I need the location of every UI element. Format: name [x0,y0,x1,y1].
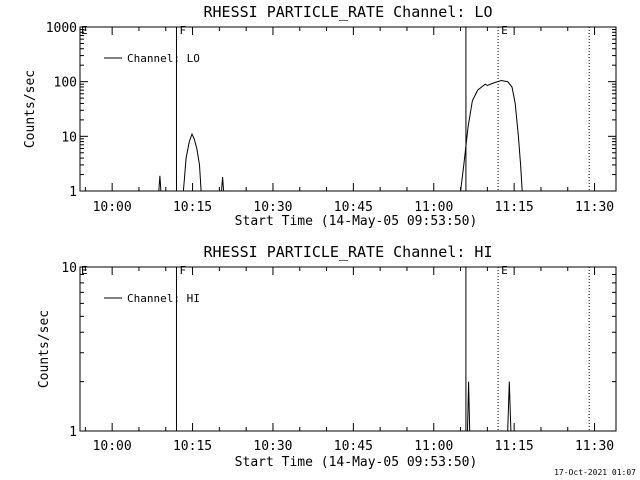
y-tick-label: 1000 [46,21,77,36]
y-tick-label: 100 [54,76,77,91]
x-tick-label: 10:45 [334,200,373,215]
x-tick-label: 10:00 [93,439,132,454]
data-series-line [158,79,523,192]
y-tick-label: 1 [69,185,77,200]
x-tick-label: 11:30 [575,439,614,454]
flag-marker-label: F [179,264,186,277]
x-tick-label: 10:15 [173,200,212,215]
flag-marker-label: E [501,24,508,37]
y-tick-label: 1 [69,425,77,440]
data-series-line [467,381,512,432]
chart-title: RHESSI PARTICLE_RATE Channel: LO [204,3,493,21]
y-axis-label: Counts/sec [37,310,52,388]
y-axis-label: Counts/sec [23,70,38,148]
y-tick-label: 10 [61,130,77,145]
x-tick-label: 11:15 [495,200,534,215]
x-tick-label: 11:15 [495,439,534,454]
legend-label: Channel: HI [127,292,200,305]
y-tick-label: 10 [61,261,77,276]
plot-frame [79,266,617,432]
x-tick-label: 11:00 [414,439,453,454]
plot-timestamp: 17-Oct-2021 01:07 [554,468,636,477]
x-tick-label: 10:15 [173,439,212,454]
x-tick-label: 10:00 [93,200,132,215]
x-tick-label: 10:30 [253,439,292,454]
legend-label: Channel: LO [127,52,200,65]
x-tick-label: 11:30 [575,200,614,215]
edge-flag-label: E [81,264,88,277]
x-tick-label: 11:00 [414,200,453,215]
chart-panel-hi: RHESSI PARTICLE_RATE Channel: HI 1 10 10:00… [37,243,617,470]
x-axis-label: Start Time (14-May-05 09:53:50) [235,214,478,229]
chart-title: RHESSI PARTICLE_RATE Channel: HI [204,243,493,261]
x-axis-label: Start Time (14-May-05 09:53:50) [235,455,478,470]
flag-marker-label: F [179,24,186,37]
chart-panel-lo: RHESSI PARTICLE_RATE Channel: LO 1 10 100 10… [23,3,617,229]
flag-marker-label: E [501,264,508,277]
x-tick-label: 10:30 [253,200,292,215]
x-tick-label: 10:45 [334,439,373,454]
edge-flag-label: E [81,24,88,37]
